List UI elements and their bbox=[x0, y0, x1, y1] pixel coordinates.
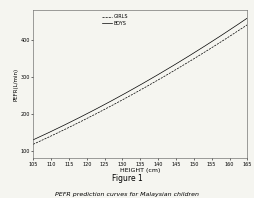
Text: Figure 1: Figure 1 bbox=[112, 174, 142, 183]
Y-axis label: PEFR(L/min): PEFR(L/min) bbox=[14, 68, 19, 101]
Text: PEFR prediction curves for Malaysian children: PEFR prediction curves for Malaysian chi… bbox=[55, 192, 199, 197]
X-axis label: HEIGHT (cm): HEIGHT (cm) bbox=[120, 168, 160, 173]
Legend: GIRLS, BOYS: GIRLS, BOYS bbox=[100, 12, 129, 28]
